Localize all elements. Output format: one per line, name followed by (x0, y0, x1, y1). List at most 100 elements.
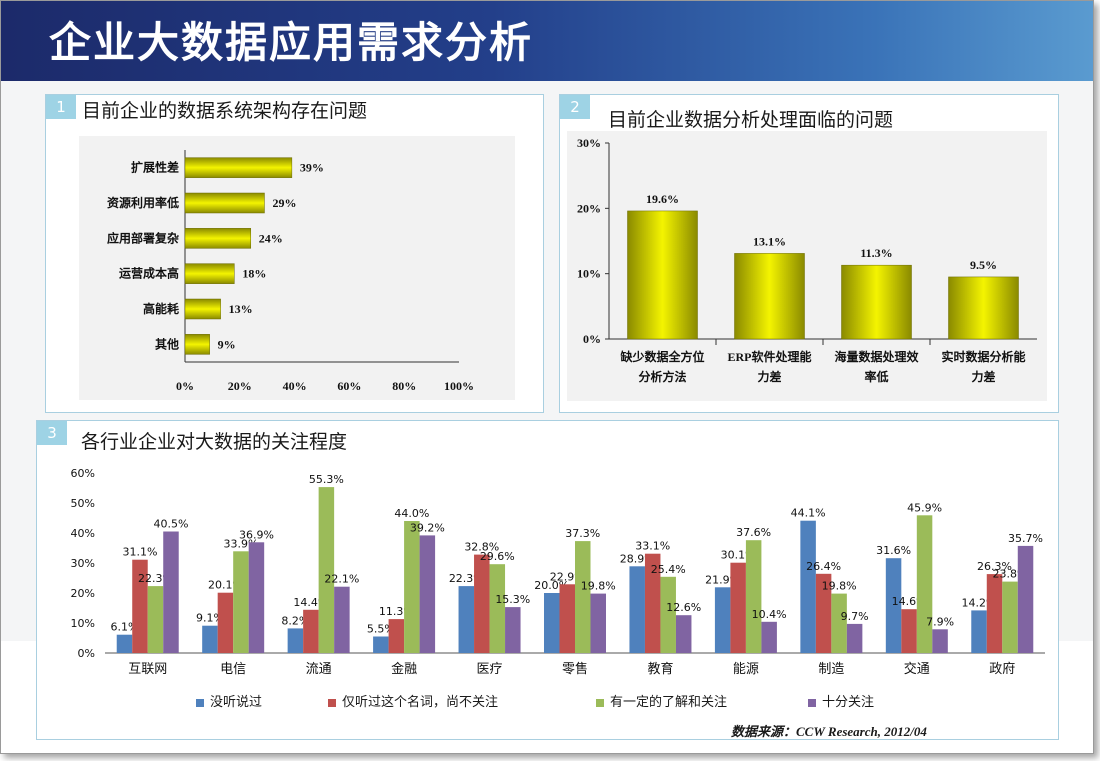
chart2-tick-label: 30% (577, 136, 601, 150)
chart1-bar (184, 334, 210, 355)
chart1-value-label: 39% (300, 161, 324, 175)
chart3-bar (675, 615, 692, 653)
chart3-bar (489, 564, 506, 653)
chart3-bar (147, 586, 164, 653)
chart3-bar (660, 576, 676, 653)
chart3-value-label: 26.4% (806, 560, 841, 573)
chart3-bar (458, 586, 475, 653)
chart1-category-label: 应用部署复杂 (107, 230, 179, 245)
chart3-category-label: 交通 (904, 661, 930, 677)
chart2-category-label: 力差 (757, 369, 781, 384)
chart3-bar (846, 623, 863, 653)
chart3-bar (248, 542, 265, 653)
legend-label: 十分关注 (822, 695, 875, 710)
chart3-bar (971, 610, 987, 653)
legend-item: 十分关注 (808, 691, 875, 710)
panel-2-number: 2 (560, 95, 590, 119)
chart3-bar (730, 562, 746, 653)
chart2-value-label: 13.1% (753, 234, 786, 248)
chart3-bar (901, 609, 917, 653)
chart3-value-label: 29.6% (480, 550, 515, 563)
chart1-bar (184, 157, 293, 178)
chart3-bar (388, 619, 405, 653)
chart1-category-label: 高能耗 (143, 301, 179, 316)
chart1-bar (184, 298, 221, 320)
chart3-value-label: 8.2% (281, 614, 309, 627)
chart2-bar (841, 264, 912, 340)
chart3-bar (474, 554, 490, 653)
chart1-bar (184, 228, 252, 249)
chart3-value-label: 6.1% (111, 621, 139, 634)
legend-swatch-purple (808, 698, 816, 707)
chart3-bar (575, 541, 591, 653)
chart3-tick-label: 50% (71, 497, 95, 510)
chart3-bar (714, 587, 731, 653)
panel-3-number: 3 (37, 421, 67, 445)
chart3-bar (916, 515, 933, 653)
chart3-value-label: 15.3% (495, 593, 530, 606)
chart1-tick-label: 40% (283, 379, 307, 393)
chart2-bar (627, 210, 698, 340)
chart3-category-label: 制造 (818, 662, 844, 677)
chart2-bar (948, 276, 1019, 340)
chart3-bar (1002, 581, 1018, 653)
legend-item: 没听说过 (196, 691, 262, 710)
chart3-category-label: 教育 (647, 661, 673, 677)
chart3-bar (233, 551, 249, 653)
chart1-value-label: 29% (272, 196, 296, 210)
chart3-bar (831, 593, 847, 653)
legend-swatch-green (596, 698, 604, 707)
chart3-value-label: 19.8% (581, 580, 616, 593)
chart2-value-label: 9.5% (970, 258, 997, 272)
page-title: 企业大数据应用需求分析 (49, 18, 534, 67)
chart3-bar (318, 487, 335, 653)
chart1-category-label: 资源利用率低 (107, 195, 179, 210)
legend-item: 仅听过这个名词，尚不关注 (328, 691, 499, 710)
chart1-value-label: 18% (242, 267, 266, 281)
chart2-category-label: 海量数据处理效 (834, 349, 919, 364)
chart3-value-label: 9.7% (841, 610, 869, 623)
chart-system-architecture-problems: 扩展性差 39% 资源利用率低 29% 应用部署复杂 24% 运营成本高 18% 高能耗 13% 其… (79, 136, 515, 400)
chart3-bar (590, 593, 606, 653)
chart3-value-label: 45.9% (907, 501, 942, 514)
chart2-tick-label: 10% (577, 267, 601, 281)
chart3-value-label: 31.1% (123, 546, 158, 559)
chart3-value-label: 36.9% (239, 528, 274, 541)
legend-swatch-blue (196, 698, 204, 707)
chart3-tick-label: 40% (71, 527, 95, 540)
chart3-bar (745, 540, 762, 653)
chart3-bar (303, 609, 319, 653)
chart3-category-label: 政府 (989, 662, 1015, 677)
chart2-value-label: 11.3% (860, 246, 892, 260)
chart3-bar (202, 625, 218, 653)
chart1-value-label: 9% (218, 337, 236, 351)
chart3-tick-label: 10% (71, 617, 95, 630)
chart3-tick-label: 60% (71, 467, 95, 480)
chart3-bar (163, 531, 179, 653)
chart1-bar (184, 192, 265, 214)
chart3-bar (544, 593, 560, 653)
chart2-tick-label: 20% (577, 201, 601, 215)
chart3-value-label: 19.8% (822, 580, 857, 593)
chart1-background (79, 136, 515, 400)
chart3-value-label: 40.5% (154, 518, 189, 531)
chart1-value-label: 13% (229, 302, 253, 316)
chart1-category-label: 其他 (155, 336, 179, 351)
chart3-bar (132, 559, 148, 653)
chart3-category-label: 零售 (562, 661, 588, 677)
legend-label: 仅听过这个名词，尚不关注 (342, 695, 499, 710)
chart2-bar (734, 253, 805, 340)
chart3-legend: 没听说过 仅听过这个名词，尚不关注 有一定的了解和关注 十分关注 (196, 691, 916, 710)
chart2-category-label: 率低 (864, 369, 888, 384)
chart3-category-label: 流通 (306, 662, 332, 677)
chart3-value-label: 26.3% (977, 560, 1012, 573)
chart3-value-label: 10.4% (752, 608, 787, 621)
chart1-category-label: 扩展性差 (131, 160, 179, 175)
chart3-bar (373, 636, 389, 653)
chart1-tick-label: 80% (392, 379, 416, 393)
panel-2-title: 目前企业数据分析处理面临的问题 (608, 109, 894, 131)
chart3-bar (505, 607, 521, 653)
chart3-value-label: 31.6% (876, 544, 911, 557)
